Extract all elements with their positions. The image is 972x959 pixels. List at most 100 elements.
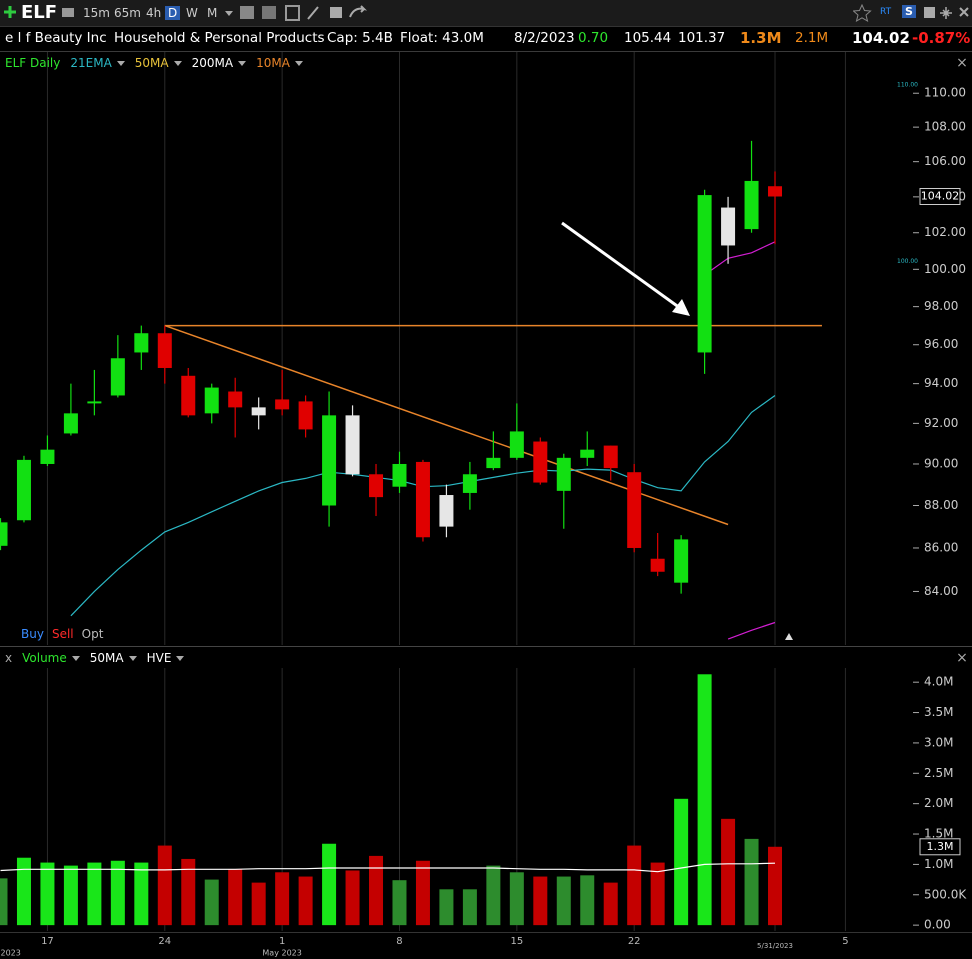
y-tick-label: 3.5M [924, 705, 953, 719]
indicator-menu[interactable] [294, 60, 303, 66]
volume-bar [392, 880, 407, 926]
y-tick-label: 94.00 [924, 376, 958, 390]
candle-body [744, 180, 759, 230]
indicator: 200MA [192, 56, 247, 70]
y-tick-label: 110.00 [924, 86, 966, 100]
volume-bar [204, 879, 219, 926]
x-tick-label: 8 [396, 936, 402, 947]
y-tick-label: 96.00 [924, 337, 958, 351]
y-tick-label: 2.0M [924, 796, 953, 810]
x-period-label: 2023 [1, 949, 21, 958]
candle-body [157, 333, 172, 368]
close-panel[interactable]: x [5, 651, 13, 665]
print-icon[interactable] [60, 4, 76, 20]
tool-icons[interactable] [238, 3, 368, 23]
volume-title-text: Volume [22, 651, 67, 665]
option-button[interactable]: Opt [81, 627, 104, 641]
volume-bar [627, 845, 642, 926]
volume-bar [87, 862, 102, 926]
indicator-menu[interactable] [128, 655, 137, 661]
company: e l f Beauty Inc [5, 30, 107, 46]
y-tick-label: 0.00 [924, 918, 951, 932]
volume-bar [345, 870, 360, 926]
volume-bar [228, 869, 243, 926]
toolbar: ELF 15m 65m 4h D W M RT S [0, 0, 972, 27]
y-tick-label: 98.00 [924, 299, 958, 313]
candle-body [134, 333, 149, 353]
price-legend: ELF Daily 21EMA 50MA 200MA 10MA [5, 56, 303, 70]
volume-bar [603, 882, 618, 926]
y-tick-label: 500.0K [924, 887, 967, 901]
low: 101.37 [678, 30, 726, 46]
volume-bar [0, 878, 8, 926]
date: 8/2/2023 [514, 30, 575, 46]
indicator-menu[interactable] [173, 60, 182, 66]
y-tick-label: 100.00 [924, 262, 966, 276]
timeframe[interactable]: 15m [83, 6, 110, 20]
sell-button[interactable]: Sell [51, 627, 74, 641]
volume-bar [768, 846, 783, 926]
volume-bar [181, 858, 196, 926]
x-tick-label: 22 [628, 936, 641, 947]
add-icon[interactable] [2, 4, 18, 20]
volume-legend: x Volume 50MA HVE [5, 651, 185, 665]
timeframe[interactable]: M [207, 6, 218, 20]
volume-bar [16, 857, 31, 926]
symbol[interactable]: ELF [21, 2, 58, 23]
s-badge[interactable]: S [902, 5, 916, 18]
volume-value-label: 1.3M [927, 840, 954, 853]
indicator-menu[interactable] [116, 60, 125, 66]
candle-body [580, 449, 595, 458]
order-buttons: Buy Sell Opt [21, 627, 103, 641]
price-panel [0, 140, 822, 640]
volume-bar [40, 862, 55, 926]
y-tick-label: 84.00 [924, 584, 958, 598]
x-tick-label: 5/31/2023 [757, 942, 793, 950]
annotation-arrow [561, 221, 681, 310]
close-icon[interactable]: × [956, 650, 968, 666]
arrow-head [672, 299, 690, 316]
y-tick-label: 108.00 [924, 120, 966, 134]
scroll-marker[interactable] [785, 633, 793, 640]
market-cap: Cap: 5.4B [327, 30, 393, 46]
close-icon[interactable]: × [956, 55, 968, 71]
volume-bar [721, 818, 736, 926]
candle-body [275, 399, 290, 410]
volume-bar [251, 882, 266, 926]
y-tick-label: 4.0M [924, 675, 953, 689]
chart-title: ELF Daily [5, 56, 61, 70]
candle-body [204, 387, 219, 414]
candle-body [697, 195, 712, 353]
timeframe[interactable]: W [186, 6, 198, 20]
indicator-name: 21EMA [70, 56, 112, 70]
window-icons[interactable] [922, 4, 972, 22]
industry: Household & Personal Products [114, 30, 325, 46]
y-tick-label: 3.0M [924, 735, 953, 749]
indicator-line [704, 241, 776, 276]
volume-bar [415, 860, 430, 926]
timeframe[interactable]: 65m [114, 6, 141, 20]
candle-body [228, 391, 243, 408]
volume-title: Volume [22, 651, 80, 665]
indicator-menu[interactable] [176, 655, 185, 661]
timeframe[interactable]: D [165, 6, 181, 20]
buy-button[interactable]: Buy [21, 627, 44, 641]
volume-bar [697, 674, 712, 926]
timeframe[interactable]: 4h [146, 6, 162, 20]
x-tick-label: 15 [510, 936, 523, 947]
candle-body [415, 461, 430, 538]
volume-bar [744, 838, 759, 926]
x-tick-label: 24 [158, 936, 171, 947]
indicator-menu[interactable] [238, 60, 247, 66]
volume-bar [369, 855, 384, 926]
volume-bar [322, 843, 337, 926]
indicator: 10MA [256, 56, 303, 70]
timeframe-menu[interactable] [225, 11, 233, 16]
star-icon[interactable] [853, 4, 883, 22]
indicator-line [727, 621, 776, 640]
candle-body [533, 441, 548, 483]
candle-body [650, 558, 665, 572]
volume-bar [110, 860, 125, 926]
realtime-badge[interactable]: RT [880, 7, 892, 17]
